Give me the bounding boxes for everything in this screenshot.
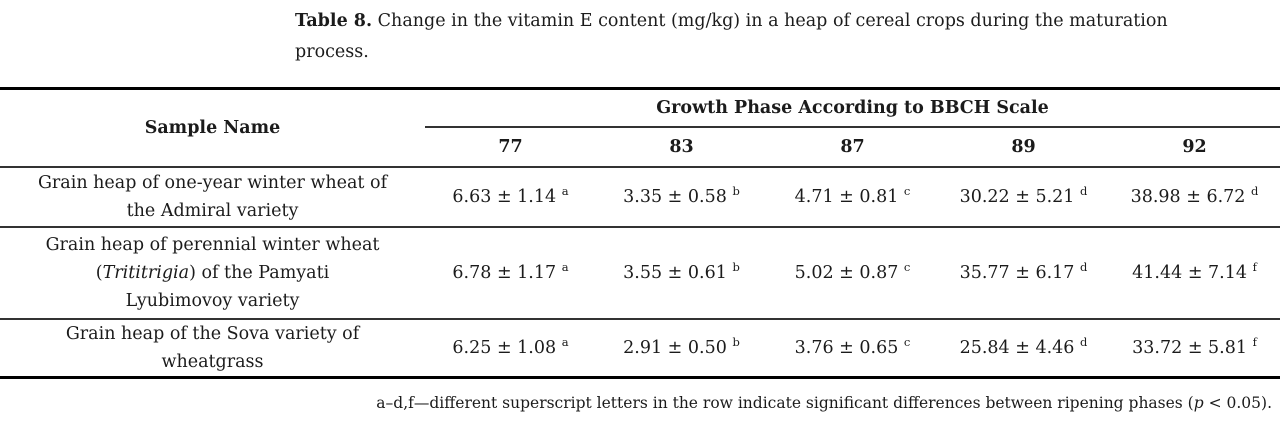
table-caption: Table 8. Change in the vitamin E content… [295,6,1265,68]
value-text: 2.91 ± 0.50 [623,338,727,358]
value-text: 5.02 ± 0.87 [794,263,899,283]
significance-superscript: d [1080,260,1088,275]
sample-name-line: the Admiral variety [24,197,401,225]
value-cell: 6.25 ± 1.08 a [425,319,596,378]
value-cell: 3.35 ± 0.58 b [596,167,767,228]
sample-name-segment: Lyubimovoy variety [125,291,300,311]
sample-name-line: Lyubimovoy variety [24,287,401,315]
phase-header-77: 77 [425,127,596,168]
value-text: 35.77 ± 6.17 [959,263,1075,283]
phase-header-83: 83 [596,127,767,168]
value-cell: 3.76 ± 0.65 c [767,319,938,378]
value-text: 6.63 ± 1.14 [452,187,557,207]
sample-name-segment: wheatgrass [161,352,264,372]
phase-header-89: 89 [938,127,1109,168]
table-row: Grain heap of the Sova variety of wheatgr… [0,319,1280,378]
sample-name-segment: ) of the Pamyati [189,263,330,283]
significance-superscript: d [1080,335,1088,350]
sample-name-line: (Trititrigia) of the Pamyati [24,259,401,287]
value-cell: 3.55 ± 0.61 b [596,227,767,320]
footnote-text-segment: < 0.05). [1203,394,1272,412]
phase-header-87: 87 [767,127,938,168]
sample-name-segment: ( [95,263,103,283]
footnote-italic-segment: p [1193,394,1204,412]
value-cell: 25.84 ± 4.46 d [938,319,1109,378]
value-text: 3.76 ± 0.65 [794,338,899,358]
value-cell: 4.71 ± 0.81 c [767,167,938,228]
value-cell: 2.91 ± 0.50 b [596,319,767,378]
value-cell: 33.72 ± 5.81 f [1109,319,1280,378]
value-text: 33.72 ± 5.81 [1132,338,1248,358]
value-cell: 38.98 ± 6.72 d [1109,167,1280,228]
sample-name-line: Grain heap of the Sova variety of [24,320,401,348]
value-text: 3.55 ± 0.61 [623,263,727,283]
significance-superscript: c [903,184,911,199]
sample-name-cell: Grain heap of the Sova variety of wheatgr… [0,319,425,378]
significance-superscript: b [732,184,740,199]
sample-name-segment: Grain heap of one-year winter wheat of [37,173,388,193]
phase-header-92: 92 [1109,127,1280,168]
value-cell: 6.63 ± 1.14 a [425,167,596,228]
value-cell: 5.02 ± 0.87 c [767,227,938,320]
table-row: Grain heap of perennial winter wheat (Tri… [0,227,1280,320]
table-row: Grain heap of one-year winter wheat of th… [0,167,1280,228]
footnote-text-segment: a–d,f—different superscript letters in t… [376,394,1194,412]
significance-superscript: c [903,335,911,350]
sample-name-segment: Grain heap of the Sova variety of [65,324,360,344]
value-text: 25.84 ± 4.46 [959,338,1075,358]
sample-name-cell: Grain heap of perennial winter wheat (Tri… [0,227,425,320]
phase-header-row: 77 83 87 89 92 [0,127,1280,168]
table-header: Sample Name Growth Phase According to BB… [0,88,1280,168]
column-header-sample-name: Sample Name [0,88,425,168]
significance-superscript: f [1252,335,1257,350]
significance-superscript: a [561,335,569,350]
significance-superscript: a [561,260,569,275]
sample-name-segment: the Admiral variety [126,201,299,221]
table-caption-line-1: Change in the vitamin E content (mg/kg) … [377,11,1168,31]
value-cell: 41.44 ± 7.14 f [1109,227,1280,320]
table-caption-line-2: process. [295,42,369,62]
table-footnote: a–d,f—different superscript letters in t… [0,392,1280,414]
value-cell: 6.78 ± 1.17 a [425,227,596,320]
vitamin-e-table: Sample Name Growth Phase According to BB… [0,87,1280,379]
group-header-bbch-scale: Growth Phase According to BBCH Scale [425,88,1280,128]
table-caption-label: Table 8. [295,11,373,31]
table-body: Grain heap of one-year winter wheat of th… [0,167,1280,378]
value-cell: 30.22 ± 5.21 d [938,167,1109,228]
value-text: 3.35 ± 0.58 [623,187,727,207]
sample-name-cell: Grain heap of one-year winter wheat of th… [0,167,425,228]
sample-name-line: Grain heap of one-year winter wheat of [24,169,401,197]
significance-superscript: c [903,260,911,275]
sample-name-line: Grain heap of perennial winter wheat [24,231,401,259]
sample-name-italic-segment: Trititrigia [102,263,190,283]
value-text: 6.78 ± 1.17 [452,263,557,283]
sample-name-segment: Grain heap of perennial winter wheat [45,235,380,255]
value-text: 30.22 ± 5.21 [959,187,1075,207]
significance-superscript: d [1080,184,1088,199]
significance-superscript: a [561,184,569,199]
value-cell: 35.77 ± 6.17 d [938,227,1109,320]
significance-superscript: b [732,260,740,275]
value-text: 38.98 ± 6.72 [1130,187,1246,207]
value-text: 6.25 ± 1.08 [452,338,557,358]
value-text: 41.44 ± 7.14 [1132,263,1248,283]
significance-superscript: d [1251,184,1259,199]
sample-name-line: wheatgrass [24,348,401,376]
significance-superscript: b [732,335,740,350]
value-text: 4.71 ± 0.81 [794,187,899,207]
significance-superscript: f [1252,260,1257,275]
group-header-row: Sample Name Growth Phase According to BB… [0,88,1280,168]
